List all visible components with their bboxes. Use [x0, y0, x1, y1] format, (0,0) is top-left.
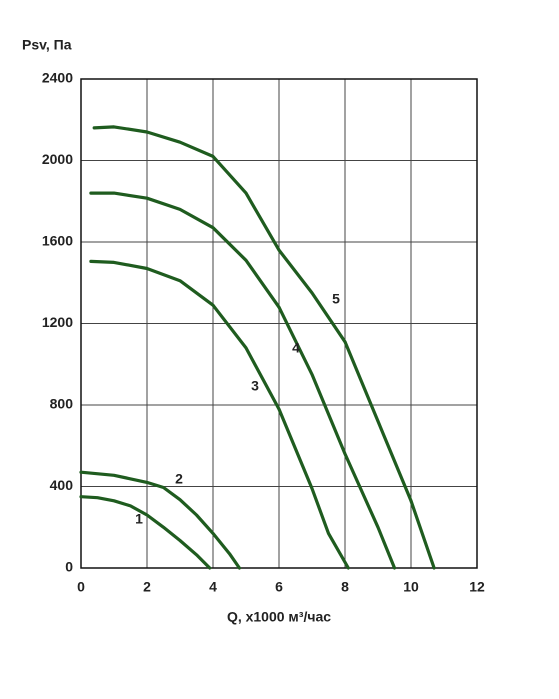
x-axis-label: Q, x1000 м³/час: [227, 609, 331, 625]
plot-frame: [80, 78, 478, 569]
x-tick-label: 0: [77, 579, 85, 595]
curve: [89, 259, 350, 570]
curve: [79, 495, 212, 570]
curve-label: 3: [251, 378, 259, 394]
curve-label: 2: [175, 471, 183, 487]
x-tick-label: 12: [469, 579, 485, 595]
curve-label: 4: [292, 340, 300, 356]
x-tick-label: 4: [209, 579, 217, 595]
curve-label: 1: [135, 511, 143, 527]
curve: [92, 125, 436, 570]
y-tick-label: 1200: [42, 314, 73, 330]
y-axis-label: Psv, Па: [22, 37, 72, 53]
x-tick-label: 10: [403, 579, 419, 595]
y-tick-label: 2000: [42, 151, 73, 167]
y-tick-label: 1600: [42, 233, 73, 249]
x-tick-label: 2: [143, 579, 151, 595]
curve: [79, 470, 241, 570]
curve: [89, 191, 397, 570]
x-tick-label: 8: [341, 579, 349, 595]
y-tick-label: 800: [50, 396, 74, 412]
y-tick-label: 2400: [42, 70, 73, 86]
y-tick-label: 0: [65, 559, 73, 575]
x-tick-label: 6: [275, 579, 283, 595]
curve-label: 5: [332, 291, 340, 307]
y-tick-label: 400: [50, 477, 74, 493]
